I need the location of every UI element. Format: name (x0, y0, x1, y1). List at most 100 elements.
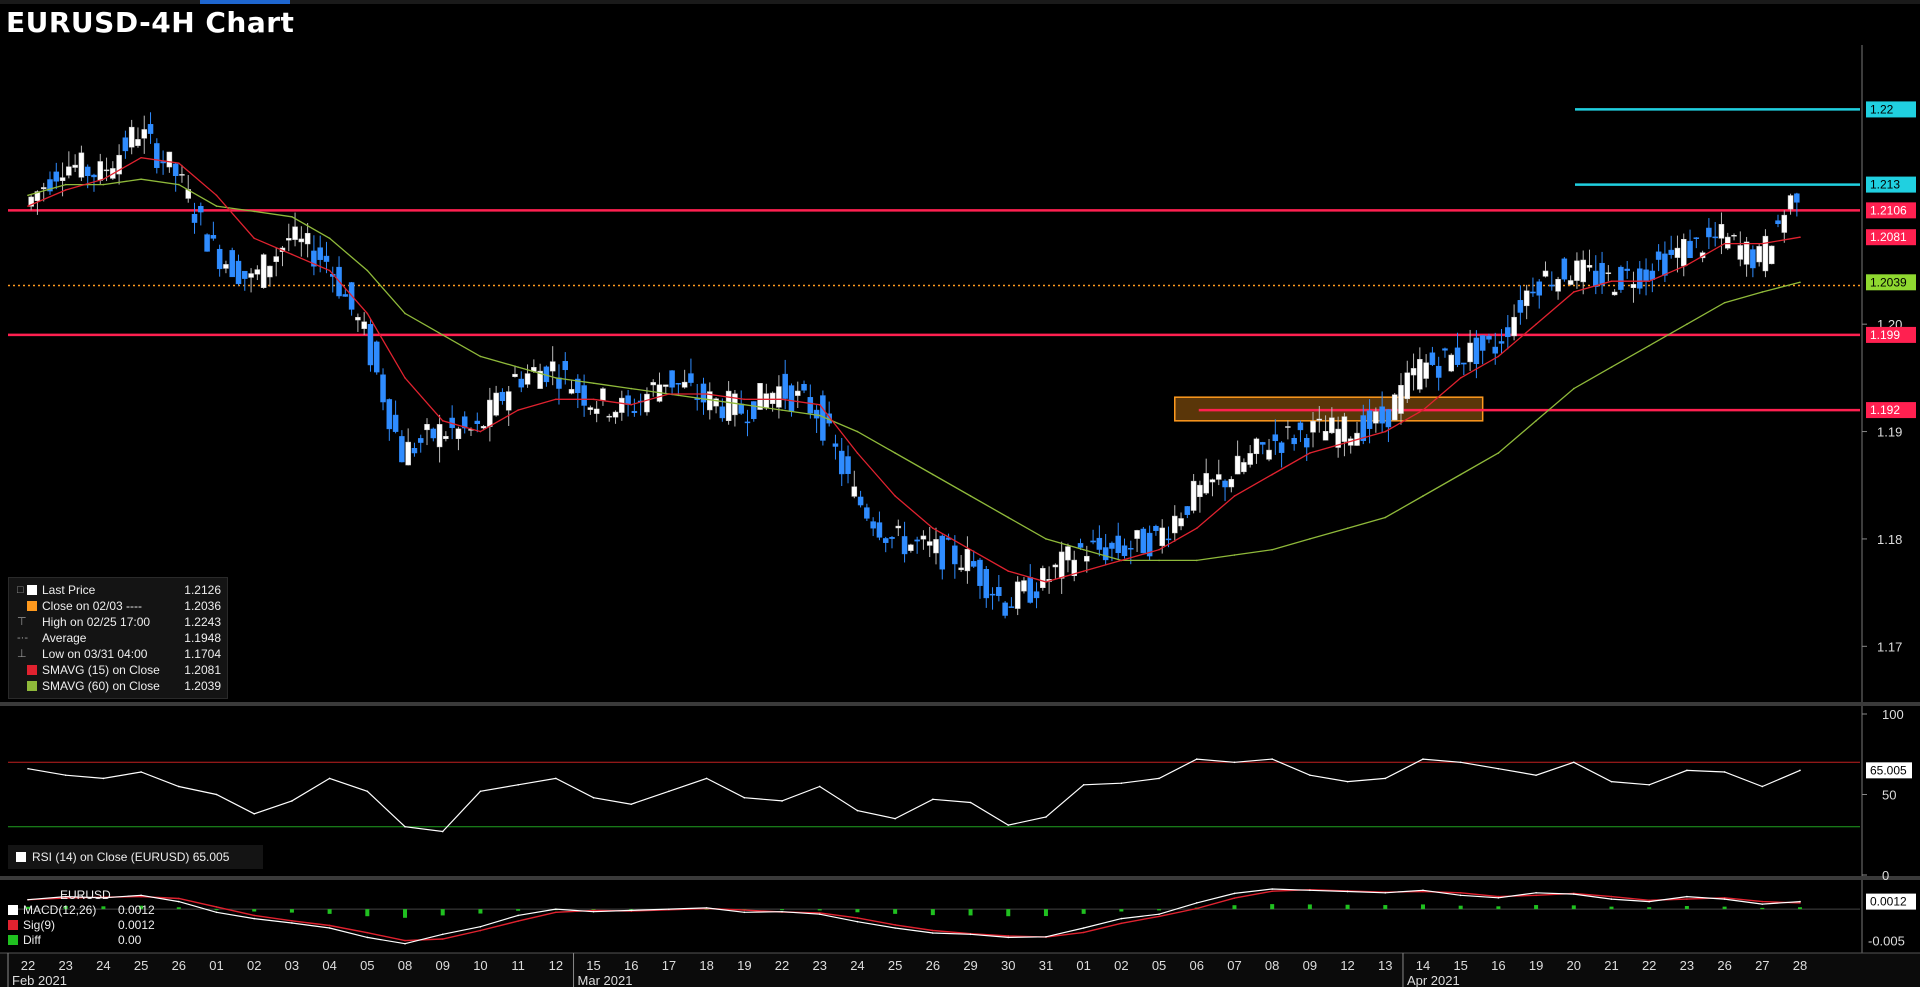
date-tick-label: 09 (1303, 958, 1317, 973)
date-tick-label: 03 (285, 958, 299, 973)
candle-up (72, 164, 78, 168)
sma60-line-point (630, 387, 633, 390)
candle-down (1385, 409, 1392, 428)
sma60-line-point (1007, 516, 1010, 519)
candle-up (1762, 235, 1769, 272)
candle-up (1329, 417, 1335, 434)
legend-value: 1.2126 (184, 583, 221, 597)
macd-hist-bar (139, 905, 144, 910)
macd-hist-bar (365, 909, 370, 917)
candle-up (1247, 453, 1253, 465)
macd-hist-bar (1458, 905, 1463, 910)
price-tag-bg (1866, 402, 1916, 419)
panel-divider (0, 702, 1920, 706)
active-tab-indicator[interactable] (200, 0, 290, 4)
sma15-line-point (1346, 441, 1349, 444)
macd-signal-line-point (178, 897, 180, 900)
macd-legend-row: MACD(12,26) 0.0012 (8, 903, 168, 918)
rsi-tick-label: 100 (1882, 707, 1904, 722)
price-tag-bg (1866, 274, 1916, 291)
macd-line-point (668, 908, 670, 910)
candle-up (355, 317, 361, 321)
candle-up (1567, 280, 1574, 285)
rsi-line-point (1422, 758, 1424, 760)
sma15-line-point (1384, 430, 1387, 433)
candle-down (1599, 262, 1605, 286)
candle-up (286, 238, 292, 241)
macd-hist-bar (516, 909, 521, 911)
candle-down (1668, 249, 1674, 255)
candle-down (47, 179, 53, 192)
sma15-line-point (64, 189, 67, 191)
legend-label: Last Price (42, 583, 96, 597)
candle-up (851, 486, 858, 497)
sma60-line-point (705, 398, 708, 401)
sma60-line-point (517, 366, 519, 368)
sma60-line-point (215, 205, 218, 207)
price-tag-label: 1.2039 (1870, 275, 1907, 289)
candle-down (1366, 410, 1373, 429)
price-tag-label: 1.199 (1870, 328, 1900, 342)
date-tick-label: 23 (813, 958, 827, 973)
candle-down (688, 373, 694, 383)
date-tick-label: 30 (1001, 958, 1015, 973)
candle-down (1561, 258, 1568, 280)
candle-up (1216, 474, 1222, 480)
candle-up (1404, 372, 1411, 400)
date-tick-label: 12 (549, 958, 563, 973)
candle-down (373, 341, 380, 373)
macd-signal-line-point (1648, 899, 1650, 902)
month-label: Mar 2021 (578, 973, 633, 987)
candle-down (625, 395, 631, 405)
candle-down (1655, 251, 1662, 260)
candle-up (1065, 546, 1071, 561)
macd-line-point (1761, 903, 1764, 905)
macd-hist-bar (1571, 905, 1576, 910)
legend-value: 1.2081 (184, 663, 221, 677)
candle-down (575, 378, 581, 394)
candle-down (367, 324, 374, 366)
candle-up (254, 269, 261, 275)
macd-signal-line-point (1082, 931, 1085, 934)
candle-down (1498, 341, 1505, 344)
candle-down (1461, 362, 1467, 365)
rsi-line-point (1686, 769, 1688, 772)
candle-down (939, 535, 946, 570)
date-tick-label: 11 (511, 958, 525, 973)
candle-up (78, 152, 85, 178)
macd-line-point (140, 894, 142, 897)
candle-up (97, 161, 104, 181)
macd-signal-line-point (215, 906, 218, 908)
candle-down (1429, 352, 1436, 365)
candle-down (1303, 437, 1310, 448)
candle-down (1492, 346, 1498, 354)
candle-down (700, 383, 707, 403)
date-tick-label: 01 (209, 958, 223, 973)
candle-down (1435, 365, 1442, 378)
sma60-line-point (1648, 344, 1650, 347)
macd-hist-bar (968, 909, 973, 916)
macd-legend-row: Sig(9) 0.0012 (8, 918, 168, 933)
legend-label: Low on 03/31 04:00 (42, 647, 148, 661)
candle-down (160, 161, 166, 164)
date-tick-label: 07 (1227, 958, 1241, 973)
macd-hist-bar (440, 909, 445, 916)
legend-row: SMAVG (15) on Close 1.2081 (9, 662, 227, 678)
candle-up (795, 390, 801, 396)
macd-signal-line-point (479, 929, 482, 932)
chart-title: EURUSD-4H Chart (6, 6, 295, 39)
macd-legend-label: MACD(12,26) (23, 903, 97, 917)
legend-marker: ⊤ (17, 616, 27, 628)
rsi-line-point (1572, 761, 1575, 764)
sma15-line-point (253, 237, 256, 240)
sma15-line-point (1610, 280, 1613, 283)
sma60-line-point (1195, 559, 1198, 562)
sma15-line-point (969, 548, 972, 551)
sma60-line-point (1233, 554, 1236, 556)
rsi-line-point (818, 785, 821, 788)
month-label: Apr 2021 (1407, 973, 1460, 987)
candle-up (1448, 354, 1455, 372)
sma60-line-point (1309, 538, 1311, 540)
candle-down (1794, 193, 1800, 203)
